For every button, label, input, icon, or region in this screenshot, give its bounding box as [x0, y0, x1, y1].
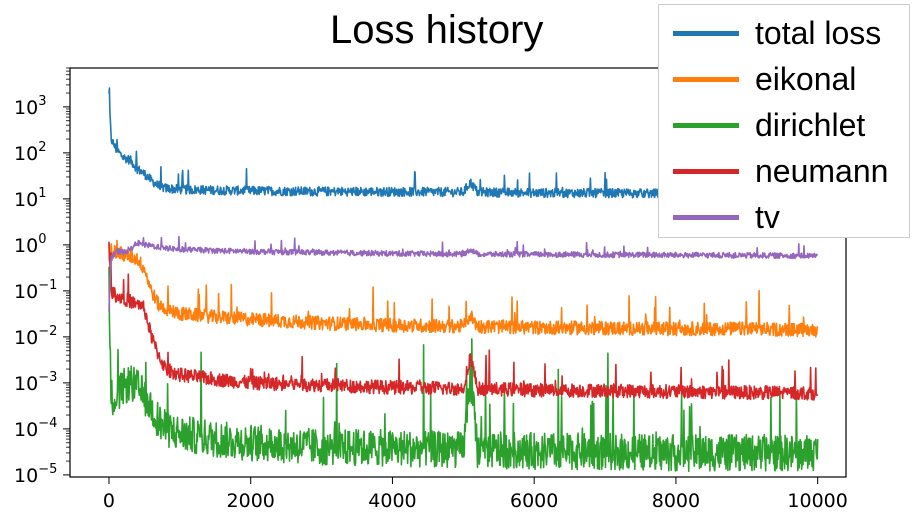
x-tick-label: 10000 — [787, 490, 847, 512]
legend-label: dirichlet — [755, 107, 866, 143]
legend-label: tv — [755, 199, 780, 235]
x-tick-label: 2000 — [227, 490, 275, 512]
x-tick-label: 8000 — [652, 490, 700, 512]
series-line-neumann — [108, 241, 819, 401]
x-tick-label: 4000 — [368, 490, 416, 512]
legend: total loss eikonal dirichlet neumann tv — [658, 4, 910, 238]
legend-swatch — [673, 169, 739, 174]
legend-item-eikonal: eikonal — [659, 59, 909, 99]
legend-swatch — [673, 31, 739, 36]
legend-label: neumann — [755, 153, 889, 189]
x-tick-label: 0 — [103, 490, 115, 512]
y-tick-label: 10−1 — [14, 278, 57, 303]
y-tick-label: 10−5 — [14, 462, 57, 487]
series-line-eikonal — [108, 239, 819, 338]
plot-frame — [69, 67, 847, 478]
legend-swatch — [673, 215, 739, 220]
x-tick-label: 6000 — [510, 490, 558, 512]
legend-label: total loss — [755, 15, 882, 51]
chart-title: Loss history — [330, 8, 544, 52]
y-tick-label: 10−2 — [14, 324, 57, 349]
y-tick-label: 10−4 — [14, 416, 57, 441]
legend-item-dirichlet: dirichlet — [659, 105, 909, 145]
series-line-tv — [108, 235, 819, 312]
legend-item-total-loss: total loss — [659, 13, 909, 53]
y-tick-label: 102 — [14, 140, 46, 165]
y-tick-label: 101 — [14, 186, 46, 211]
y-tick-label: 103 — [14, 94, 46, 119]
legend-label: eikonal — [755, 61, 857, 97]
legend-item-tv: tv — [659, 197, 909, 237]
legend-swatch — [673, 123, 739, 128]
legend-swatch — [673, 77, 739, 82]
y-tick-label: 100 — [14, 232, 46, 257]
x-axis: 0 2000 4000 6000 8000 10000 — [103, 477, 848, 512]
series-line-dirichlet — [108, 266, 819, 473]
legend-item-neumann: neumann — [659, 151, 909, 191]
y-axis: 103 102 101 100 10−1 10−2 10−3 10−4 10−5 — [14, 67, 70, 487]
y-tick-label: 10−3 — [14, 370, 57, 395]
